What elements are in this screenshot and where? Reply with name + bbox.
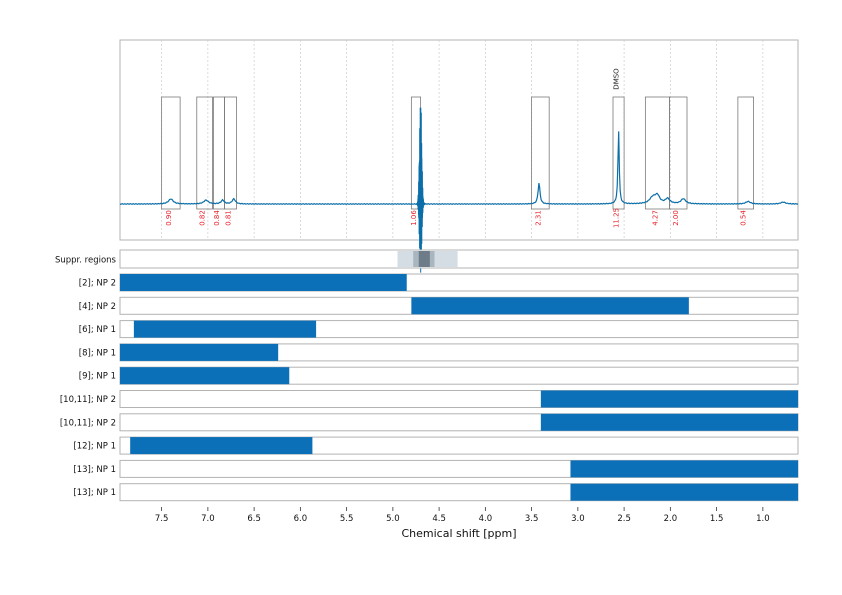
assignment-bar — [130, 437, 313, 455]
row-label: [13]; NP 1 — [73, 465, 116, 475]
x-tick-label: 1.0 — [756, 514, 770, 524]
row-label: [6]; NP 1 — [79, 325, 116, 335]
integral-value-label: 0.84 — [213, 210, 221, 226]
assignment-bar — [120, 274, 407, 291]
suppression-label: Suppr. regions — [55, 256, 117, 266]
x-tick-label: 6.0 — [294, 514, 308, 524]
assignment-bar — [120, 367, 290, 385]
spectrum-line — [119, 131, 799, 205]
x-tick-label: 6.5 — [247, 514, 261, 524]
assignment-bar — [570, 483, 798, 501]
x-axis-label: Chemical shift [ppm] — [401, 527, 516, 540]
suppression-panel: Suppr. regions — [55, 249, 799, 269]
peak-annotation-label: DMSO — [613, 68, 621, 90]
integral-value-label: 0.82 — [199, 210, 207, 226]
integral-value-label: 2.00 — [672, 210, 680, 226]
integration-box — [196, 96, 213, 210]
x-axis: Chemical shift [ppm] 7.5 7.0 6.5 6.0 5.5 5.0 4… — [155, 507, 770, 540]
assignment-bar — [540, 390, 798, 408]
x-tick-label: 7.0 — [201, 514, 215, 524]
row-label: [4]; NP 2 — [79, 302, 116, 312]
x-tick-label: 2.0 — [664, 514, 678, 524]
assignment-bar — [411, 297, 689, 315]
integration-box — [161, 96, 181, 210]
row-label: [10,11]; NP 2 — [60, 395, 116, 405]
x-tick-label: 4.5 — [432, 514, 446, 524]
row-label: [10,11]; NP 2 — [60, 418, 116, 428]
x-tick-label: 7.5 — [155, 514, 169, 524]
assignment-rows: [2]; NP 2 [4]; NP 2 [6]; NP 1 [8]; NP 1 [9];… — [60, 273, 799, 502]
row-label: [8]; NP 1 — [79, 348, 116, 358]
water-artifact-line — [413, 107, 428, 273]
integral-value-label: 0.54 — [740, 210, 748, 226]
integral-value-label: 2.31 — [534, 210, 542, 226]
integration-box — [669, 96, 688, 210]
row-label: [13]; NP 1 — [73, 488, 116, 498]
suppression-track — [119, 249, 799, 269]
assignment-bar — [120, 343, 279, 361]
integration-box — [612, 96, 625, 210]
spectrum-frame — [119, 39, 799, 241]
x-tick-label: 5.0 — [386, 514, 400, 524]
x-tick-label: 1.5 — [710, 514, 724, 524]
integral-value-label: 1.06 — [410, 210, 418, 226]
x-tick-label: 5.5 — [340, 514, 354, 524]
integral-value-label: 11.25 — [613, 208, 621, 228]
row-label: [12]; NP 1 — [73, 442, 116, 452]
integration-box — [224, 96, 237, 210]
x-tick-label: 3.0 — [571, 514, 585, 524]
row-label: [2]; NP 2 — [79, 279, 116, 289]
assignment-bar — [570, 460, 798, 478]
x-tick-label: 3.5 — [525, 514, 539, 524]
row-label: [9]; NP 1 — [79, 372, 116, 382]
integral-value-label: 4.27 — [651, 210, 659, 226]
x-tick-label: 4.0 — [479, 514, 493, 524]
integral-value-label: 0.90 — [165, 210, 173, 226]
x-tick-label: 2.5 — [617, 514, 631, 524]
suppression-band — [418, 251, 430, 267]
integration-box — [531, 96, 550, 210]
integral-value-label: 0.81 — [225, 210, 233, 226]
integration-box — [737, 96, 755, 210]
assignment-bar — [133, 320, 317, 338]
assignment-bar — [540, 413, 798, 431]
spectrum-panel: 0.90 0.82 0.84 0.81 1.06 2.31 11.25 DMSO 4.27 2.0… — [119, 39, 799, 273]
